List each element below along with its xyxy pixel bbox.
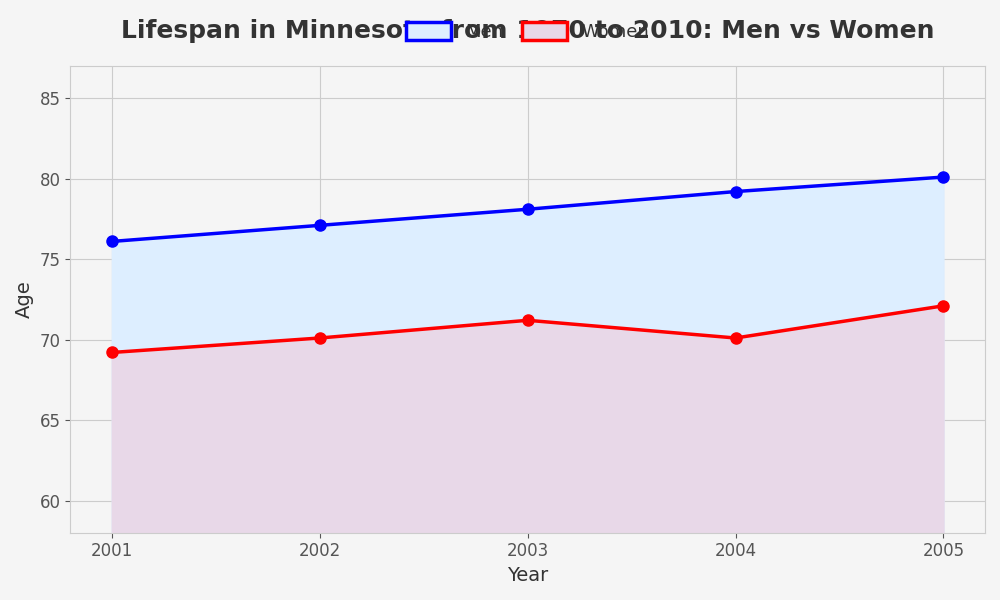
Title: Lifespan in Minnesota from 1970 to 2010: Men vs Women: Lifespan in Minnesota from 1970 to 2010:… (121, 19, 934, 43)
X-axis label: Year: Year (507, 566, 548, 585)
Y-axis label: Age: Age (15, 281, 34, 318)
Legend: Men, Women: Men, Women (399, 14, 656, 48)
